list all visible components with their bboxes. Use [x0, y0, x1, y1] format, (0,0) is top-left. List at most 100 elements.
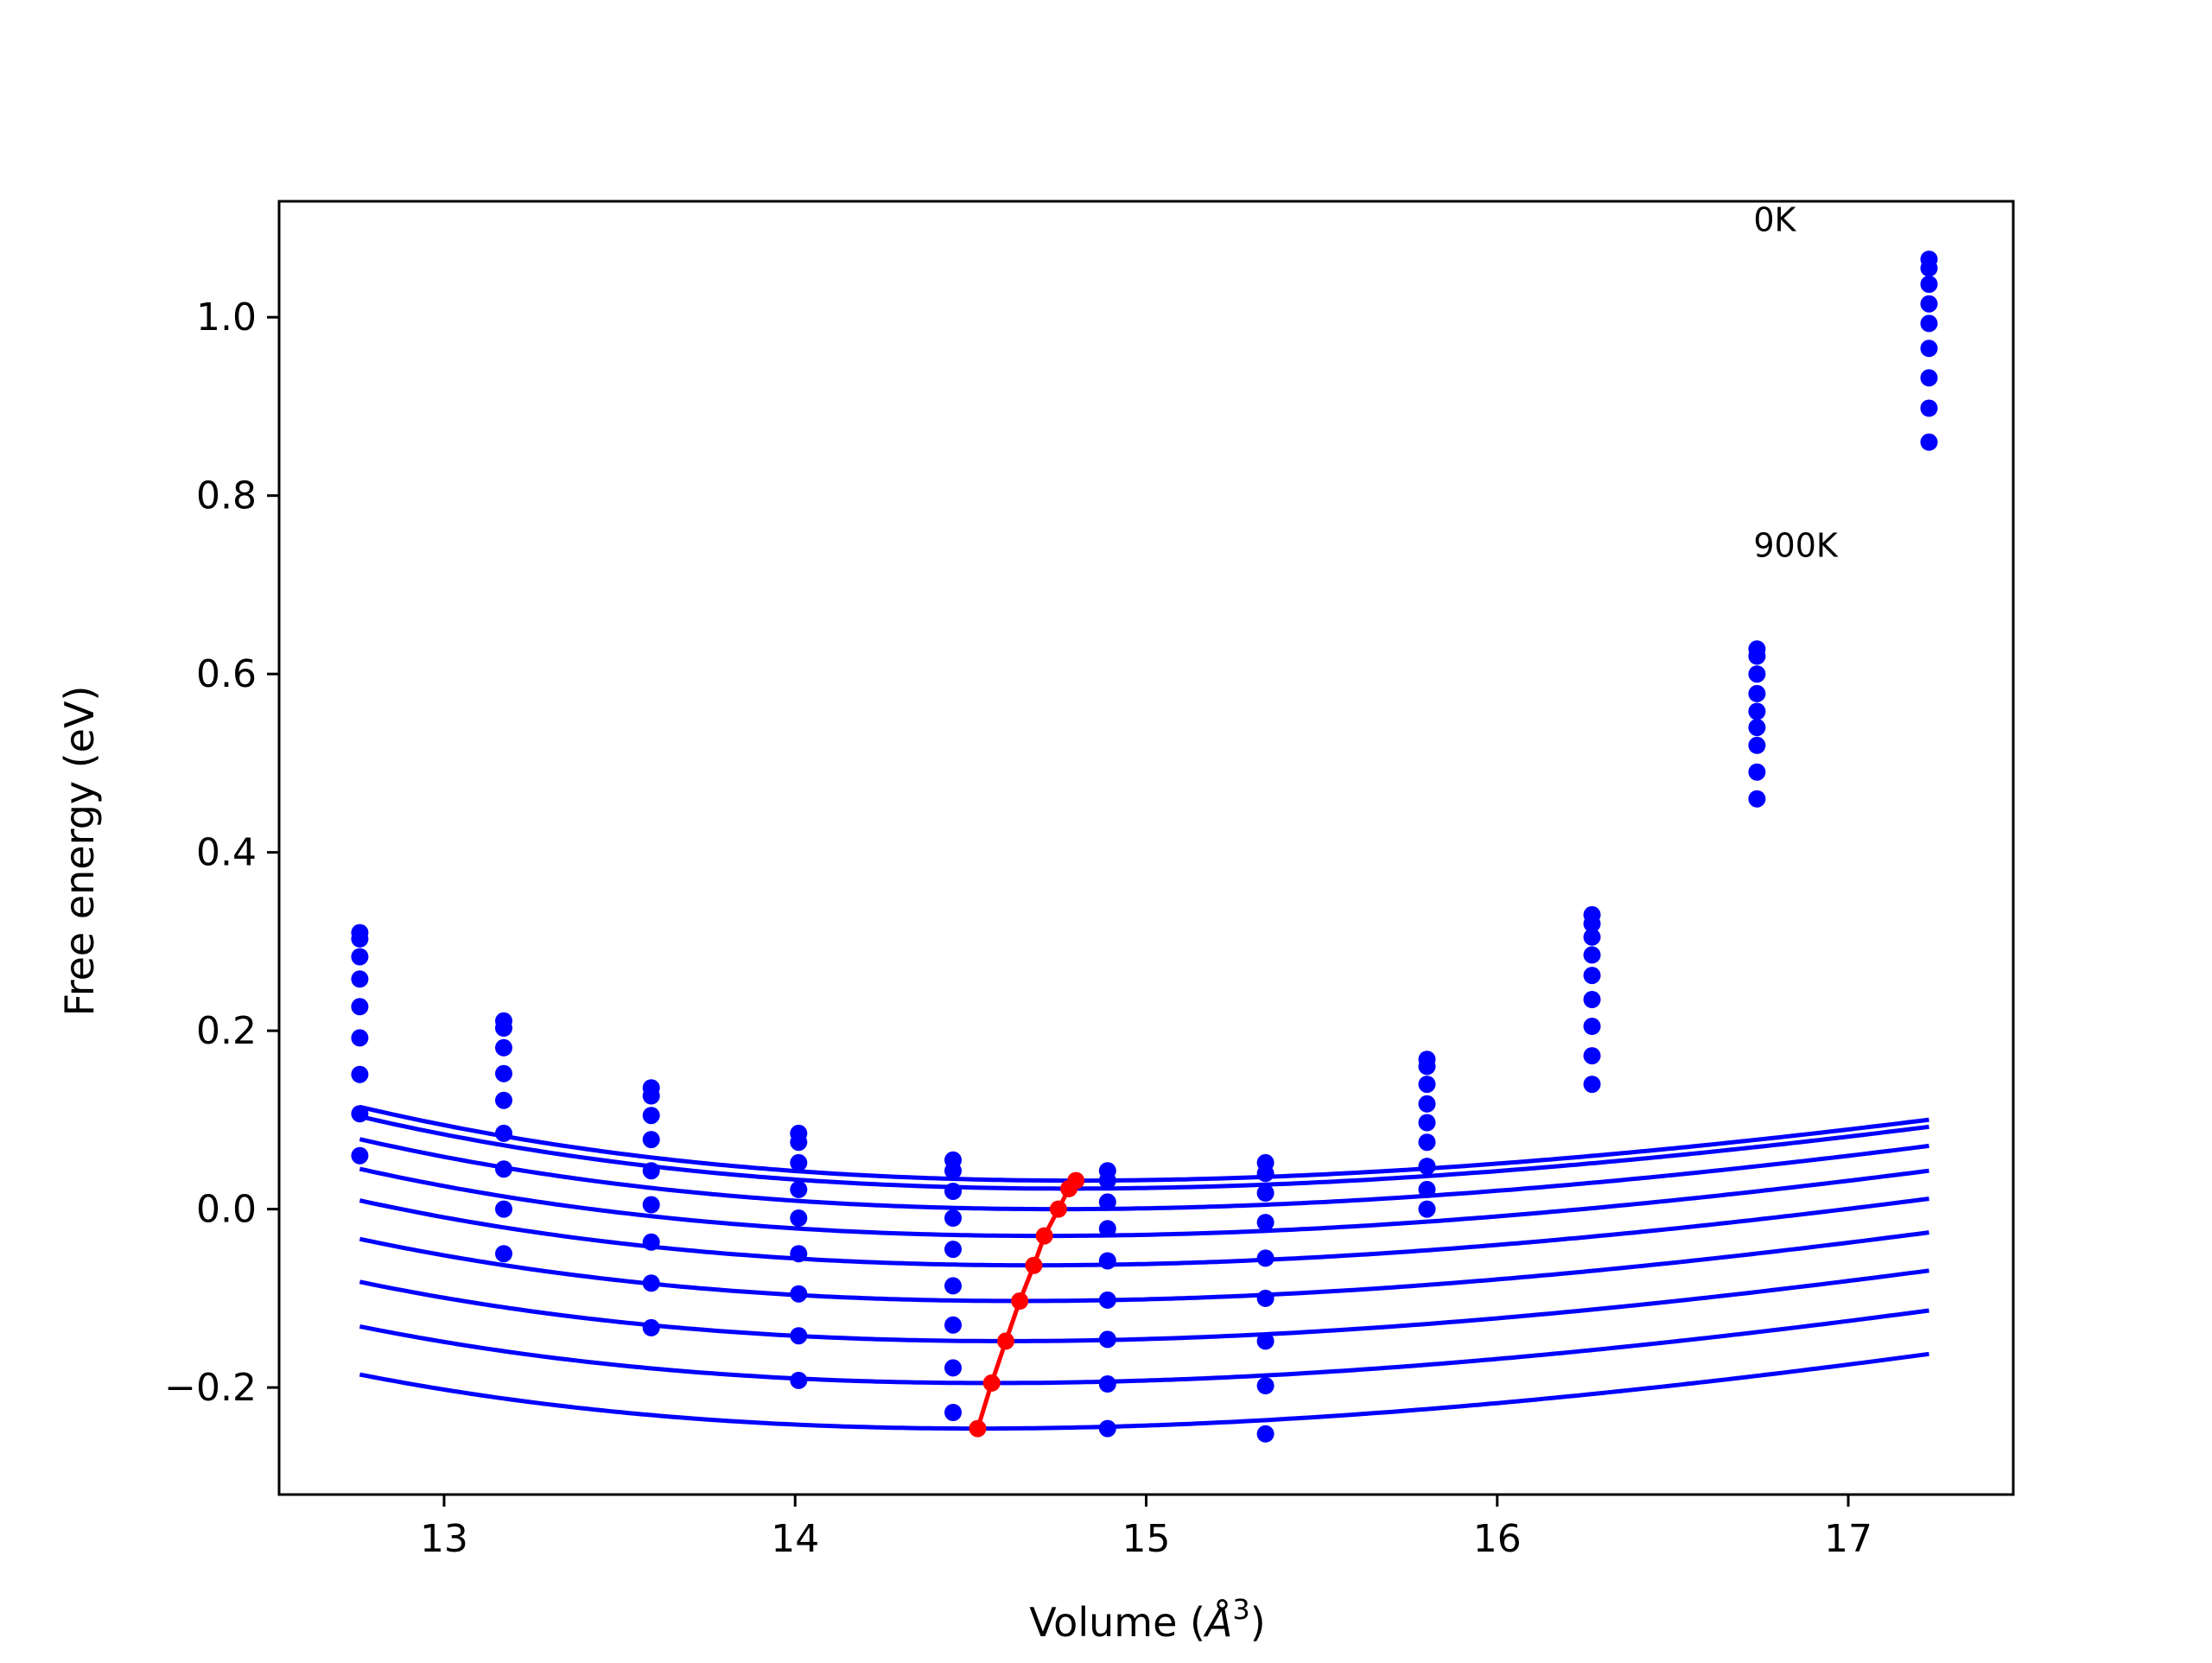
data-point-5-4 — [944, 1277, 962, 1295]
fit-curve-2 — [359, 1137, 1929, 1212]
data-point-4-0 — [351, 998, 369, 1016]
data-point-3-10 — [1920, 295, 1938, 313]
minimum-point-4 — [1025, 1256, 1043, 1274]
minimum-trace — [969, 1171, 1085, 1438]
data-point-5-10 — [1920, 340, 1938, 358]
y-tick-label-5: 0.8 — [196, 474, 257, 518]
data-point-3-3 — [790, 1180, 808, 1198]
minimum-point-5 — [1011, 1292, 1029, 1310]
data-point-4-10 — [1920, 314, 1938, 333]
data-point-2-3 — [790, 1153, 808, 1171]
data-point-1-0 — [351, 930, 369, 948]
data-point-7-3 — [790, 1327, 808, 1345]
data-point-6-4 — [944, 1316, 962, 1334]
annotations: 0K 900K — [1753, 201, 1839, 565]
data-point-2-2 — [642, 1107, 660, 1125]
x-tick-label-1: 14 — [771, 1517, 819, 1561]
data-point-8-0 — [351, 1146, 369, 1165]
y-tick-label-1: 0.0 — [196, 1188, 257, 1232]
data-point-3-8 — [1583, 946, 1601, 964]
data-point-6-9 — [1748, 736, 1766, 754]
data-point-2-9 — [1748, 665, 1766, 683]
data-point-7-7 — [1418, 1180, 1436, 1198]
data-point-4-4 — [944, 1241, 962, 1259]
x-axis-label: Volume (Å3) — [1029, 1593, 1265, 1646]
data-point-2-4 — [944, 1183, 962, 1200]
data-points — [351, 251, 1938, 1443]
y-tick-label-6: 1.0 — [196, 295, 257, 340]
fit-curve-3 — [359, 1166, 1929, 1239]
data-point-1-10 — [1920, 259, 1938, 277]
data-point-3-0 — [351, 970, 369, 988]
x-axis-label-close: ) — [1250, 1599, 1266, 1646]
data-point-4-9 — [1748, 702, 1766, 720]
data-point-5-6 — [1256, 1289, 1274, 1307]
data-point-1-2 — [642, 1087, 660, 1105]
data-point-8-3 — [790, 1371, 808, 1389]
fit-curve-7 — [359, 1308, 1929, 1386]
fit-curves — [359, 1104, 1929, 1431]
data-point-2-6 — [1256, 1184, 1274, 1202]
data-point-4-3 — [790, 1209, 808, 1227]
data-point-2-10 — [1920, 276, 1938, 293]
data-point-5-8 — [1583, 991, 1601, 1008]
data-point-4-7 — [1418, 1114, 1436, 1132]
data-point-3-4 — [944, 1209, 962, 1227]
data-point-2-0 — [351, 948, 369, 966]
fit-curve-8 — [359, 1351, 1929, 1431]
data-point-3-7 — [1418, 1095, 1436, 1113]
fit-curve-4 — [359, 1196, 1929, 1268]
data-point-7-5 — [1098, 1375, 1116, 1393]
data-point-7-4 — [944, 1359, 962, 1377]
x-tick-label-3: 16 — [1473, 1517, 1522, 1561]
data-point-1-7 — [1418, 1057, 1436, 1076]
annotation-1: 900K — [1753, 526, 1839, 564]
x-tick-label-2: 15 — [1122, 1517, 1171, 1561]
data-point-4-6 — [1256, 1249, 1274, 1267]
minimum-point-8 — [969, 1419, 987, 1438]
data-point-6-3 — [790, 1285, 808, 1303]
data-point-6-0 — [351, 1065, 369, 1083]
minimum-point-6 — [997, 1332, 1014, 1350]
x-tick-label-4: 17 — [1824, 1517, 1872, 1561]
x-axis-label-unit: Å — [1203, 1599, 1232, 1646]
data-point-6-6 — [1256, 1332, 1274, 1350]
x-axis-label-main: Volume ( — [1029, 1599, 1205, 1646]
data-point-2-5 — [1098, 1193, 1116, 1211]
data-point-8-5 — [1098, 1419, 1116, 1438]
data-point-8-8 — [1583, 1076, 1601, 1094]
data-point-1-5 — [1098, 1171, 1116, 1190]
data-point-4-1 — [495, 1091, 512, 1109]
data-point-3-9 — [1748, 684, 1766, 702]
data-point-3-1 — [495, 1064, 512, 1082]
minimum-point-1 — [1060, 1179, 1078, 1197]
data-point-4-5 — [1098, 1252, 1116, 1270]
data-point-7-0 — [351, 1105, 369, 1123]
data-point-6-5 — [1098, 1330, 1116, 1349]
data-point-3-2 — [642, 1131, 660, 1149]
y-tick-label-0: −0.2 — [164, 1366, 257, 1410]
data-point-8-4 — [944, 1404, 962, 1421]
minimum-point-3 — [1035, 1227, 1053, 1245]
x-axis-ticks: 13 14 15 16 17 — [420, 1495, 1872, 1561]
data-point-7-9 — [1748, 763, 1766, 781]
data-point-5-3 — [790, 1245, 808, 1263]
fit-curve-5 — [359, 1230, 1929, 1304]
y-tick-label-4: 0.6 — [196, 652, 257, 696]
minimum-point-2 — [1049, 1200, 1067, 1218]
data-point-7-10 — [1920, 399, 1938, 417]
data-point-4-8 — [1583, 967, 1601, 985]
y-axis-label: Free energy (eV) — [56, 686, 103, 1017]
data-point-6-2 — [642, 1233, 660, 1251]
data-point-1-6 — [1256, 1165, 1274, 1183]
minimum-point-7 — [982, 1374, 1001, 1392]
data-point-2-7 — [1418, 1076, 1436, 1094]
data-point-5-0 — [351, 1029, 369, 1047]
data-point-3-6 — [1256, 1214, 1274, 1232]
fit-curve-6 — [359, 1268, 1929, 1343]
data-point-6-1 — [495, 1160, 512, 1178]
data-point-5-9 — [1748, 719, 1766, 737]
